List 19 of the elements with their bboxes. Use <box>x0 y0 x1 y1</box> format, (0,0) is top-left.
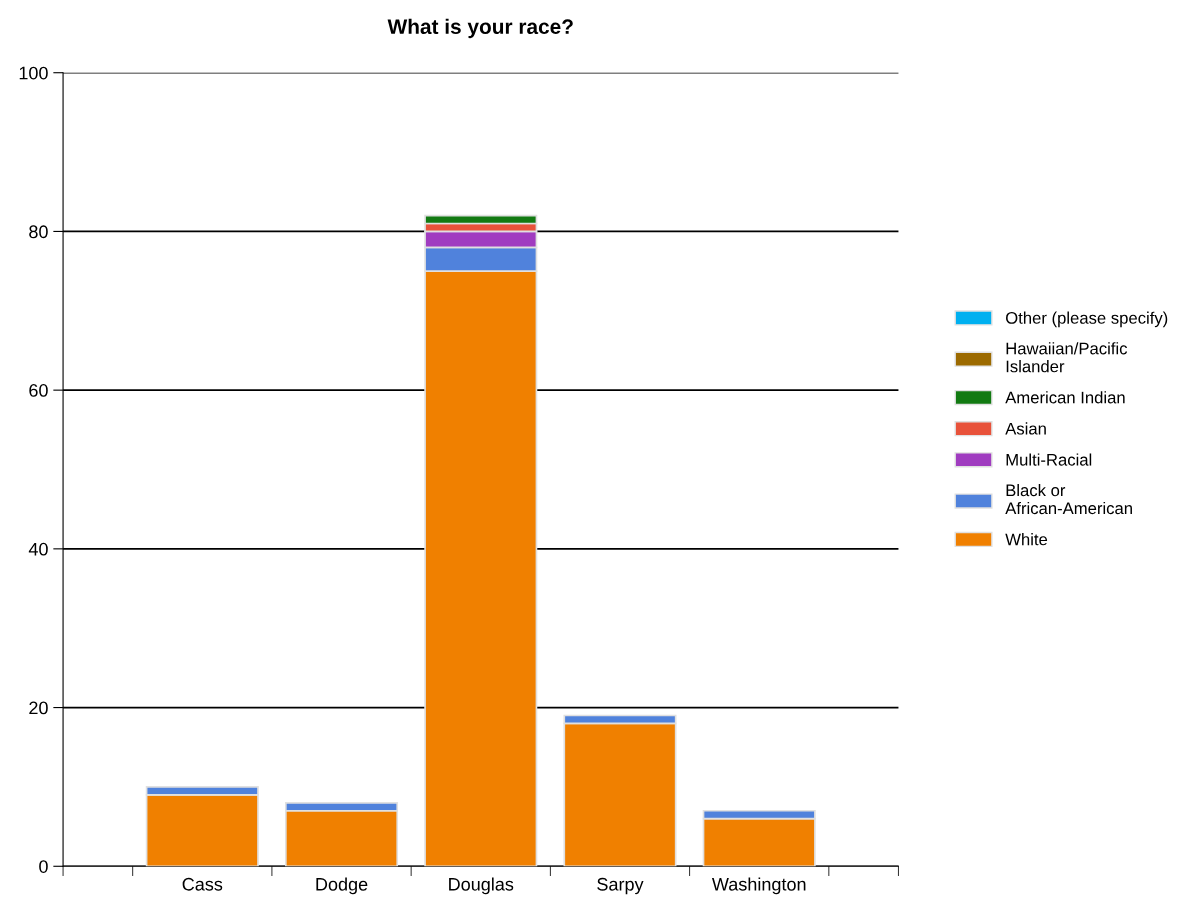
x-tick-label: Douglas <box>449 877 514 895</box>
y-tick-label: 40 <box>28 542 48 556</box>
y-tick-label: 60 <box>29 384 48 397</box>
x-tick-label: Sarpy <box>597 877 644 895</box>
y-tick-label: 20 <box>29 701 48 715</box>
chart-title: What is your race? <box>387 18 573 39</box>
legend-label: Other (please specify) <box>1006 311 1168 328</box>
y-tick-label: 0 <box>39 860 48 873</box>
y-tick-label: 80 <box>29 225 48 239</box>
legend-label: American Indian <box>1005 391 1125 404</box>
legend-label: Asian <box>1005 422 1046 435</box>
x-tick-label: Cass <box>182 877 223 891</box>
legend-label: White <box>1005 533 1048 546</box>
legend-label: Black or African-American <box>1005 484 1132 515</box>
legend-label: Hawaiian/Pacific Islander <box>1006 342 1128 373</box>
y-tick-label: 100 <box>19 66 48 80</box>
x-tick-label: Dodge <box>316 877 368 895</box>
x-tick-label: Washington <box>711 877 806 895</box>
legend-label: Multi-Racial <box>1006 453 1092 466</box>
